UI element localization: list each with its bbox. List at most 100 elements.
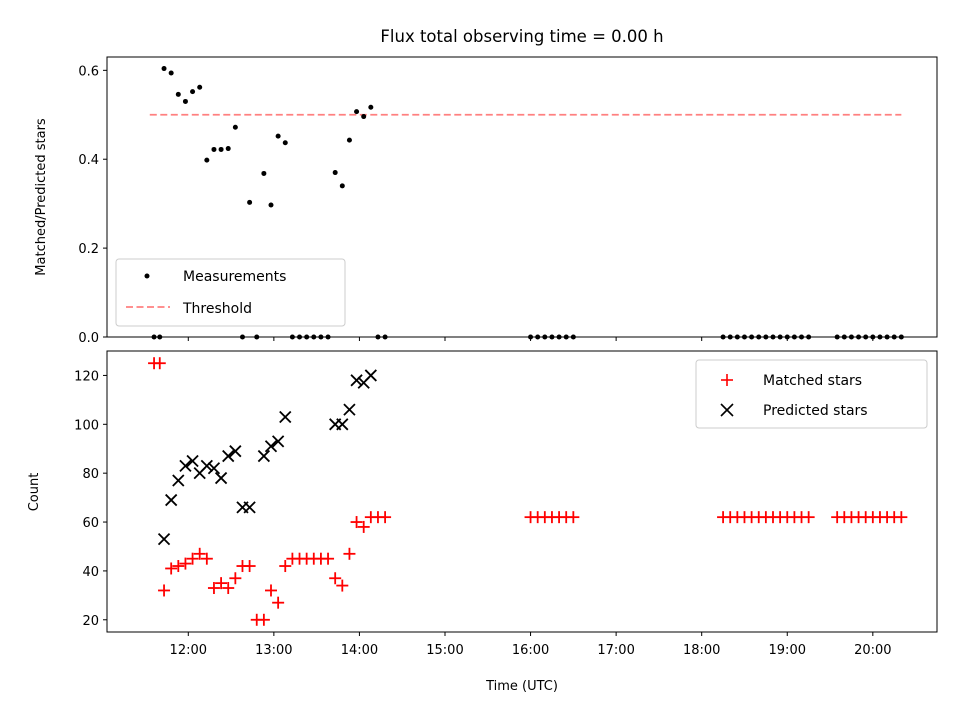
measurement-point (734, 334, 740, 340)
bottom-y-tick-label: 80 (82, 467, 99, 482)
measurement-point (375, 334, 381, 340)
measurement-point (368, 104, 374, 110)
predicted-star-point (207, 462, 221, 475)
predicted-stroke (264, 440, 278, 453)
matched-star-point (802, 511, 815, 524)
x-tick-label: 13:00 (255, 643, 292, 658)
predicted-stroke (200, 459, 213, 472)
predicted-stroke (243, 501, 256, 514)
predicted-stroke (364, 369, 377, 382)
measurement-point (247, 199, 253, 205)
measurement-point (763, 334, 769, 340)
measurement-point (190, 89, 196, 95)
matched-star-point (257, 613, 270, 626)
measurement-point (161, 66, 167, 72)
predicted-star-point (229, 445, 242, 458)
measurement-point (289, 334, 295, 340)
measurement-point (304, 334, 310, 340)
measurement-point (556, 334, 562, 340)
measurement-point (325, 334, 331, 340)
measurement-point (239, 334, 245, 340)
x-tick-label: 14:00 (341, 643, 378, 658)
measurement-point (197, 84, 203, 90)
predicted-star-point (157, 533, 171, 546)
predicted-star-point (279, 410, 292, 424)
predicted-stroke (186, 454, 199, 468)
matched-star-point (172, 560, 185, 573)
measurement-point (877, 334, 883, 340)
predicted-stroke (179, 459, 192, 472)
matched-star-point (322, 552, 335, 565)
bottom-y-tick-label: 40 (82, 565, 99, 580)
measurement-point (841, 334, 847, 340)
predicted-stroke (222, 449, 235, 463)
predicted-stroke (172, 474, 185, 487)
measurement-point (211, 146, 217, 152)
matched-star-point (343, 547, 356, 560)
matched-star-point (567, 511, 580, 524)
predicted-star-point (271, 435, 285, 448)
bottom-marks (148, 357, 908, 626)
bottom-y-tick-label: 60 (82, 516, 99, 531)
measurement-point (563, 334, 569, 340)
measurement-point (570, 334, 576, 340)
predicted-star-point (364, 369, 377, 382)
measurement-point (297, 334, 303, 340)
measurement-point (770, 334, 776, 340)
top-y-tick-label: 0.0 (78, 331, 99, 346)
measurement-point (749, 334, 755, 340)
predicted-stroke (343, 403, 356, 416)
legend-predicted-label: Predicted stars (763, 403, 868, 419)
matched-star-point (272, 596, 285, 609)
predicted-stroke (257, 449, 271, 463)
measurement-point (834, 334, 840, 340)
measurement-point (727, 334, 733, 340)
top-panel: 0.0 0.2 0.4 0.6 Matched/Predicted stars Mea… (34, 56, 938, 346)
measurement-point (898, 334, 904, 340)
predicted-star-point (172, 474, 185, 487)
matched-star-point (350, 516, 363, 529)
measurement-point (182, 98, 188, 104)
top-y-tick-label: 0.2 (78, 242, 99, 257)
bottom-axes: 20 40 60 80 100 120 12:00 13:00 14:00 15:00 16:00 1… (74, 369, 891, 658)
x-tick-label: 17:00 (597, 643, 634, 658)
measurement-point (777, 334, 783, 340)
measurement-point (856, 334, 862, 340)
matched-star-point (336, 579, 349, 592)
measurement-point (535, 334, 541, 340)
x-tick-label: 18:00 (683, 643, 720, 658)
measurement-point (799, 334, 805, 340)
bottom-panel: 20 40 60 80 100 120 12:00 13:00 14:00 15:00 16:00 1… (27, 350, 938, 694)
matched-star-point (243, 560, 256, 573)
measurement-point (741, 334, 747, 340)
measurement-point (339, 183, 345, 189)
measurement-point (542, 334, 548, 340)
predicted-star-point (257, 449, 271, 463)
predicted-stroke (350, 374, 363, 387)
top-y-tick-label: 0.6 (78, 64, 99, 79)
measurement-point (218, 146, 224, 152)
top-axes: 0.0 0.2 0.4 0.6 (78, 64, 874, 346)
measurement-point (756, 334, 762, 340)
predicted-stroke (336, 418, 349, 431)
matched-star-point (265, 584, 278, 597)
chart-title: Flux total observing time = 0.00 h (380, 27, 663, 46)
measurement-point (282, 140, 288, 146)
measurement-point (232, 124, 238, 130)
measurement-point (261, 170, 267, 176)
measurement-point (891, 334, 897, 340)
predicted-stroke (271, 435, 285, 448)
bottom-y-tick-label: 100 (74, 418, 99, 433)
measurement-point (225, 146, 231, 152)
predicted-star-point (350, 374, 363, 387)
top-legend-box (115, 258, 346, 327)
x-tick-label: 19:00 (769, 643, 806, 658)
matched-star-point (179, 557, 192, 570)
top-y-tick-label: 0.4 (78, 153, 99, 168)
predicted-stroke (279, 410, 292, 424)
predicted-stroke (165, 493, 178, 507)
predicted-star-point (165, 493, 178, 507)
legend-predicted-marker (720, 403, 734, 417)
x-axis-label: Time (UTC) (485, 679, 558, 694)
